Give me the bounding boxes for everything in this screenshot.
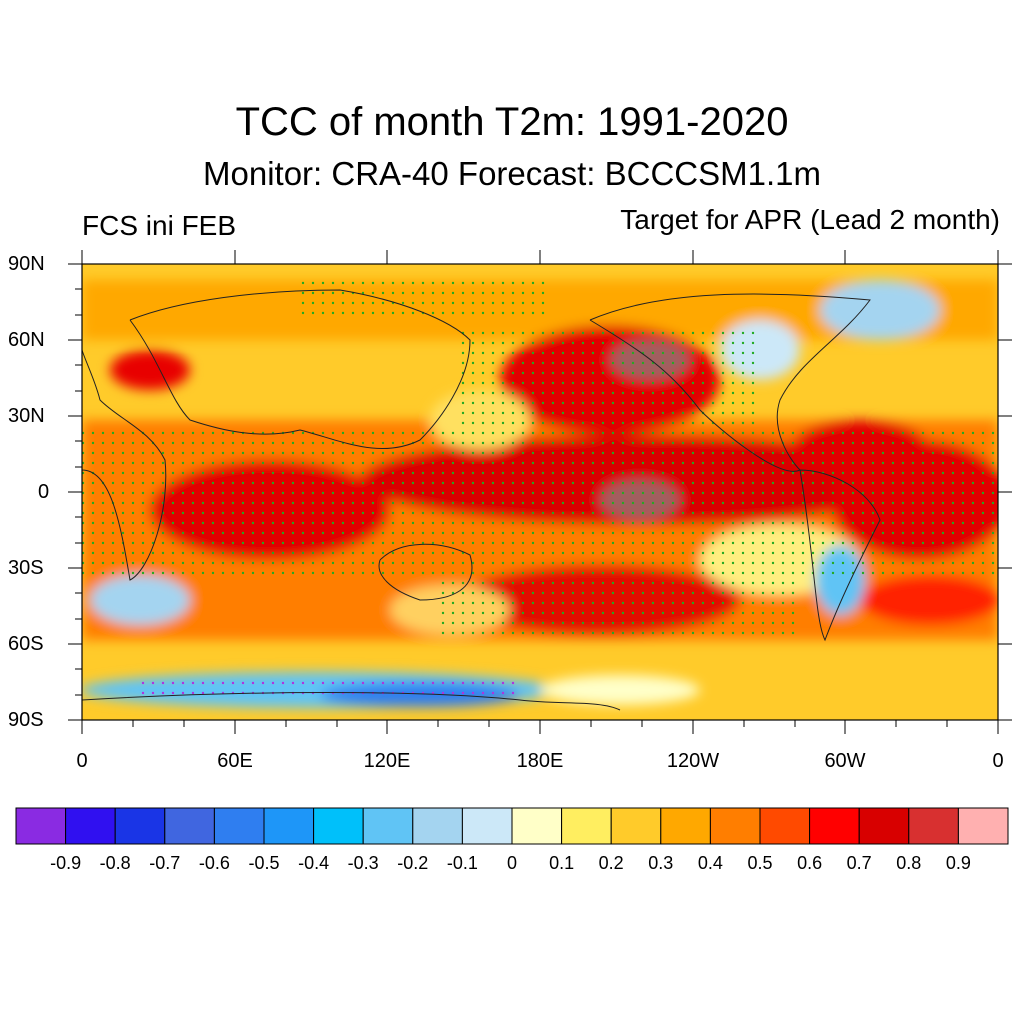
xtick-label: 60W [824, 750, 866, 772]
ytick-label: 0 [38, 481, 50, 503]
colorbar-box [511, 807, 563, 845]
colorbar-box [412, 807, 463, 845]
ytick-label: 60N [8, 329, 45, 351]
colorbar-box [561, 807, 612, 845]
colorbar [15, 807, 1009, 845]
ytick-label: 90N [8, 253, 45, 275]
colorbar-box [114, 807, 166, 845]
chart-subtitle: Monitor: CRA-40 Forecast: BCCCSM1.1m [203, 155, 821, 192]
ytick-label: 30S [8, 557, 44, 579]
xtick-label: 0 [76, 750, 88, 772]
stipple-south-pacific [440, 580, 800, 640]
colorbar-box [858, 807, 910, 845]
europe-core [110, 350, 190, 390]
colorbar-box [759, 807, 811, 845]
xtick-label: 120E [363, 750, 411, 772]
colorbar-box [660, 807, 711, 845]
greenland-negative [820, 280, 940, 340]
south-atlantic-negative [90, 575, 190, 625]
colorbar-box [610, 807, 662, 845]
ytick-label: 60S [8, 633, 44, 655]
colorbar-label: 0.5 [747, 853, 773, 873]
colorbar-label: -0.4 [298, 853, 330, 873]
stipple-north-pacific [460, 330, 760, 430]
ytick-label: 90S [8, 709, 44, 731]
lat-ticks [68, 263, 1012, 721]
xtick-label: 0 [992, 750, 1004, 772]
colorbar-label: 0.8 [896, 853, 922, 873]
colorbar-box [213, 807, 265, 845]
colorbar-label: 0.6 [797, 853, 823, 873]
colorbar-box [65, 807, 116, 845]
colorbar-box [15, 807, 67, 845]
colorbar-label: -0.9 [50, 853, 82, 873]
colorbar-label: 0 [506, 853, 517, 873]
colorbar-box [709, 807, 761, 845]
colorbar-box [809, 807, 860, 845]
init-label: FCS ini FEB [82, 210, 237, 241]
xtick-label: 60E [217, 750, 253, 772]
xtick-label: 120W [666, 750, 720, 772]
map-field [82, 264, 998, 720]
colorbar-box [461, 807, 513, 845]
ytick-label: 30N [8, 405, 45, 427]
colorbar-label: 0.2 [598, 853, 624, 873]
colorbar-box [957, 807, 1009, 845]
colorbar-box [908, 807, 959, 845]
colorbar-box [362, 807, 414, 845]
south-atlantic-core [860, 575, 998, 625]
colorbar-label: -0.6 [198, 853, 230, 873]
colorbar-box [164, 807, 215, 845]
stipple-tropics [82, 430, 998, 580]
colorbar-box [313, 807, 364, 845]
colorbar-label: -0.5 [248, 853, 280, 873]
xtick-label: 180E [516, 750, 564, 772]
stipple-arctic [300, 280, 550, 320]
colorbar-label: -0.2 [397, 853, 429, 873]
chart-title: TCC of month T2m: 1991-2020 [235, 100, 789, 144]
colorbar-label: 0.4 [697, 853, 723, 873]
ross-neutral [540, 675, 700, 705]
coastlines [82, 289, 881, 711]
colorbar-label: 0.7 [846, 853, 872, 873]
colorbar-label: 0.1 [549, 853, 575, 873]
colorbar-label: -0.3 [347, 853, 379, 873]
target-label: Target for APR (Lead 2 month) [620, 204, 1000, 235]
colorbar-box [263, 807, 315, 845]
colorbar-label: -0.1 [446, 853, 478, 873]
colorbar-label: 0.9 [945, 853, 971, 873]
colorbar-label: -0.8 [99, 853, 131, 873]
lon-ticks [81, 250, 999, 734]
colorbar-label: -0.7 [149, 853, 181, 873]
colorbar-label: 0.3 [648, 853, 674, 873]
